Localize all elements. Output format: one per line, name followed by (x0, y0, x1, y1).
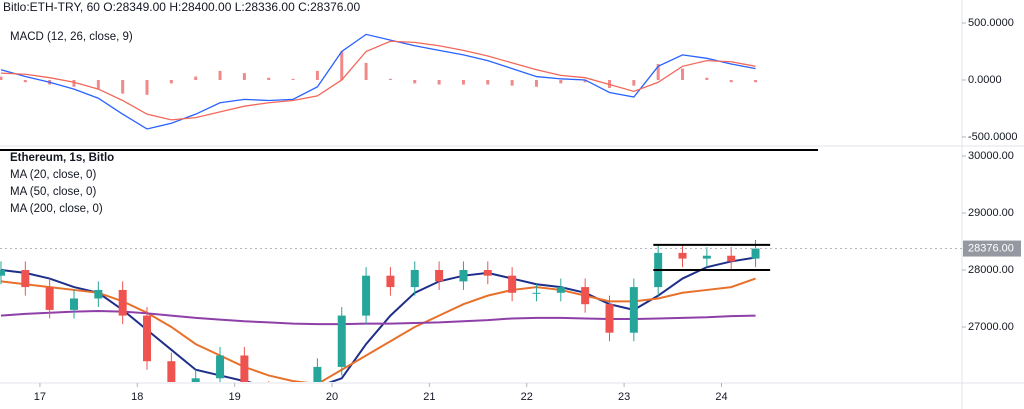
indicator-line (0, 310, 756, 326)
histogram-bar (194, 76, 198, 80)
x-tick-label: 24 (715, 391, 727, 403)
macd-legend: MACD (12, 26, close, 9) (10, 31, 133, 43)
price-legend: Ethereum, 1s, Bitlo (10, 152, 114, 164)
histogram-bar (145, 79, 149, 95)
candle-body (581, 287, 590, 305)
histogram-bar (72, 79, 76, 87)
candle-body (0, 269, 5, 276)
candle-body (313, 366, 322, 382)
histogram-bar (169, 79, 173, 84)
indicator-line (0, 40, 756, 121)
candle-body (118, 289, 127, 316)
legend-entry: MA (20, close, 0) (10, 169, 96, 181)
candle-body (240, 355, 249, 382)
candle-body (21, 269, 30, 288)
candle-body (386, 275, 395, 288)
histogram-bar (388, 78, 392, 80)
y-tick-label: 27000.00 (968, 321, 1014, 333)
histogram-bar (291, 78, 295, 80)
candle-body (727, 255, 736, 262)
histogram-bar (632, 79, 636, 86)
histogram-bar (486, 79, 490, 85)
last-price-box (963, 240, 1021, 257)
histogram-bar (96, 79, 100, 90)
histogram-bar (340, 51, 344, 80)
candle-body (143, 315, 152, 362)
candle-body (629, 287, 638, 333)
candle-body (678, 252, 687, 259)
histogram-bar (437, 79, 441, 85)
candle-body (605, 304, 614, 333)
histogram-bar (754, 79, 758, 83)
x-tick-label: 21 (423, 391, 435, 403)
x-tick-label: 22 (521, 391, 533, 403)
histogram-bar (315, 70, 319, 80)
candle-body (216, 355, 225, 379)
symbol-header: Bitlo:ETH-TRY, 60 O:28349.00 H:28400.00 … (3, 0, 360, 14)
candle-body (483, 269, 492, 276)
candle-body (362, 275, 371, 316)
candle-body (289, 395, 297, 401)
histogram-bar (413, 79, 417, 84)
candle-body (751, 248, 760, 259)
candle-body (45, 287, 54, 310)
candle-body (508, 275, 517, 293)
histogram-bar (23, 79, 27, 83)
x-tick-label: 19 (229, 391, 241, 403)
y-tick-label: 500.0000 (968, 17, 1014, 29)
legend-entry: MA (200, close, 0) (10, 203, 103, 215)
histogram-bar (218, 70, 222, 80)
y-tick-label: 30000.00 (968, 150, 1014, 162)
candle-body (532, 292, 541, 294)
candle-body (167, 361, 176, 382)
candle-body (459, 269, 468, 282)
histogram-bar (364, 62, 368, 80)
candle-body (410, 269, 419, 288)
candle-body (702, 255, 711, 259)
legend-entry: MA (50, close, 0) (10, 186, 96, 198)
candle-body (337, 315, 346, 367)
candle-body (69, 298, 78, 310)
histogram-bar (121, 79, 125, 94)
candle-body (94, 289, 103, 299)
histogram-bar (656, 64, 660, 80)
histogram-bar (559, 79, 563, 84)
histogram-bar (534, 79, 538, 87)
candle-body (556, 287, 565, 293)
x-tick-label: 17 (34, 391, 46, 403)
indicator-line (0, 256, 756, 382)
candle-body (265, 390, 273, 401)
indicator-line (0, 33, 756, 130)
candle-body (435, 269, 444, 282)
histogram-bar (0, 76, 3, 80)
indicator-line (0, 277, 756, 382)
last-price-label: 28376.00 (968, 242, 1014, 254)
y-tick-label: 29000.00 (968, 207, 1014, 219)
x-tick-label: 18 (131, 391, 143, 403)
price-pane (0, 240, 760, 401)
candle-body (191, 378, 200, 382)
y-tick-label: -500.0000 (968, 131, 1018, 143)
y-tick-label: 28000.00 (968, 264, 1014, 276)
histogram-bar (681, 68, 685, 80)
histogram-bar (242, 73, 246, 80)
histogram-bar (705, 77, 709, 80)
y-tick-label: 0.0000 (968, 74, 1002, 86)
histogram-bar (267, 77, 271, 80)
x-tick-label: 20 (326, 391, 338, 403)
histogram-bar (729, 79, 733, 83)
histogram-bar (461, 79, 465, 85)
x-tick-label: 23 (618, 391, 630, 403)
histogram-bar (583, 79, 587, 83)
histogram-bar (510, 79, 514, 86)
macd-pane (0, 33, 758, 130)
